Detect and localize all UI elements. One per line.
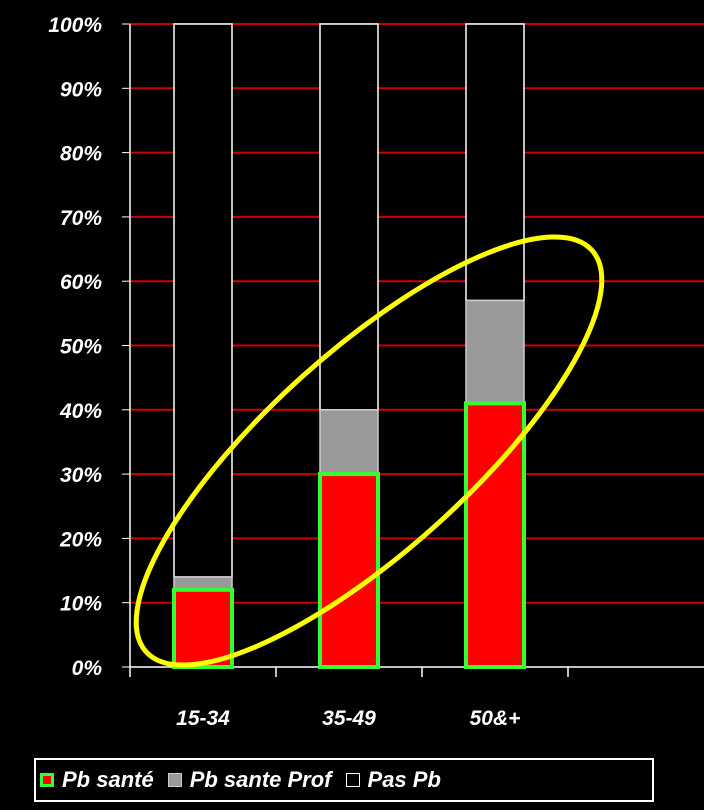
bar-3549-series-0 <box>318 472 380 669</box>
y-tick-label: 40% <box>59 400 102 423</box>
x-category-label: 15-34 <box>176 707 230 730</box>
highlight-ellipse <box>133 234 605 668</box>
bar-50-series-1 <box>465 299 525 405</box>
y-tick-label: 80% <box>60 143 102 166</box>
bar-1534-series-0 <box>172 587 234 670</box>
legend-item-pb-sante-prof: Pb sante Prof <box>167 767 332 793</box>
y-tick-label: 60% <box>60 271 102 294</box>
x-category-label: 50&+ <box>470 707 521 730</box>
x-category-label: 35-49 <box>322 707 376 730</box>
y-tick-label: 10% <box>60 593 102 616</box>
y-tick-label: 90% <box>60 78 102 101</box>
legend-label-pas-pb: Pas Pb <box>367 767 441 792</box>
legend: Pb santé Pb sante Prof Pas Pb <box>34 758 654 802</box>
bar-3549-series-2 <box>319 23 379 411</box>
y-tick-label: 100% <box>48 14 102 37</box>
legend-swatch-pas-pb <box>345 773 360 787</box>
legend-item-pas-pb: Pas Pb <box>345 767 441 793</box>
y-tick-label: 50% <box>60 336 102 359</box>
bar-3549-series-1 <box>319 409 379 475</box>
legend-item-pb-sante: Pb santé <box>40 767 154 793</box>
y-tick-label: 70% <box>60 207 102 230</box>
legend-swatch-pb-sante-prof <box>167 773 182 787</box>
stacked-bar-chart: 0% 10% 20% 30% 40% 50% 60% 70% 80% 90% 100% 15-34 35… <box>48 14 704 730</box>
y-tick-label: 20% <box>59 528 102 551</box>
bar-1534-series-2 <box>173 23 233 578</box>
y-tick-label: 0% <box>72 657 103 680</box>
legend-swatch-pb-sante <box>40 773 54 787</box>
legend-label-pb-sante: Pb santé <box>62 767 154 792</box>
bar-50-series-2 <box>465 23 525 302</box>
legend-label-pb-sante-prof: Pb sante Prof <box>189 767 332 792</box>
y-tick-label: 30% <box>60 464 102 487</box>
